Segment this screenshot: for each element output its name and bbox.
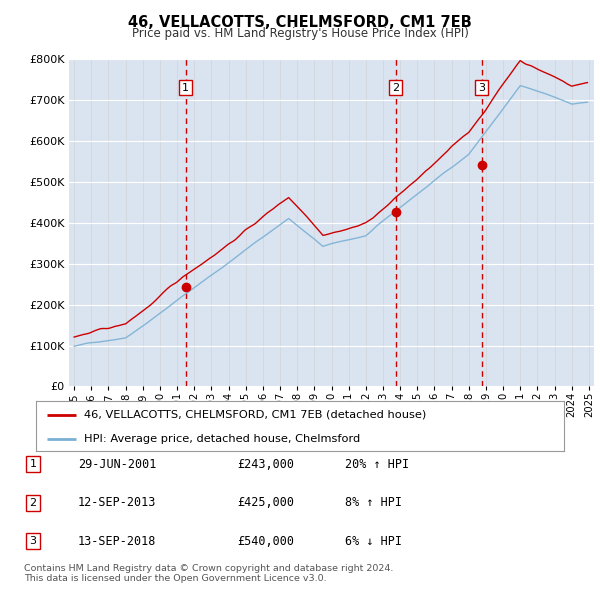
Text: 2: 2 xyxy=(392,83,400,93)
Text: 46, VELLACOTTS, CHELMSFORD, CM1 7EB: 46, VELLACOTTS, CHELMSFORD, CM1 7EB xyxy=(128,15,472,30)
Text: 46, VELLACOTTS, CHELMSFORD, CM1 7EB (detached house): 46, VELLACOTTS, CHELMSFORD, CM1 7EB (det… xyxy=(83,409,426,419)
Text: 12-SEP-2013: 12-SEP-2013 xyxy=(78,496,157,509)
Text: 1: 1 xyxy=(182,83,189,93)
Text: 20% ↑ HPI: 20% ↑ HPI xyxy=(345,458,409,471)
Text: Price paid vs. HM Land Registry's House Price Index (HPI): Price paid vs. HM Land Registry's House … xyxy=(131,27,469,40)
Text: 6% ↓ HPI: 6% ↓ HPI xyxy=(345,535,402,548)
Text: 3: 3 xyxy=(29,536,37,546)
Text: 29-JUN-2001: 29-JUN-2001 xyxy=(78,458,157,471)
Text: £243,000: £243,000 xyxy=(237,458,294,471)
Text: £540,000: £540,000 xyxy=(237,535,294,548)
Text: 1: 1 xyxy=(29,460,37,469)
Text: 2: 2 xyxy=(29,498,37,507)
Text: £425,000: £425,000 xyxy=(237,496,294,509)
Text: Contains HM Land Registry data © Crown copyright and database right 2024.
This d: Contains HM Land Registry data © Crown c… xyxy=(24,563,394,583)
Text: 13-SEP-2018: 13-SEP-2018 xyxy=(78,535,157,548)
Text: 8% ↑ HPI: 8% ↑ HPI xyxy=(345,496,402,509)
Text: HPI: Average price, detached house, Chelmsford: HPI: Average price, detached house, Chel… xyxy=(83,434,360,444)
Text: 3: 3 xyxy=(478,83,485,93)
